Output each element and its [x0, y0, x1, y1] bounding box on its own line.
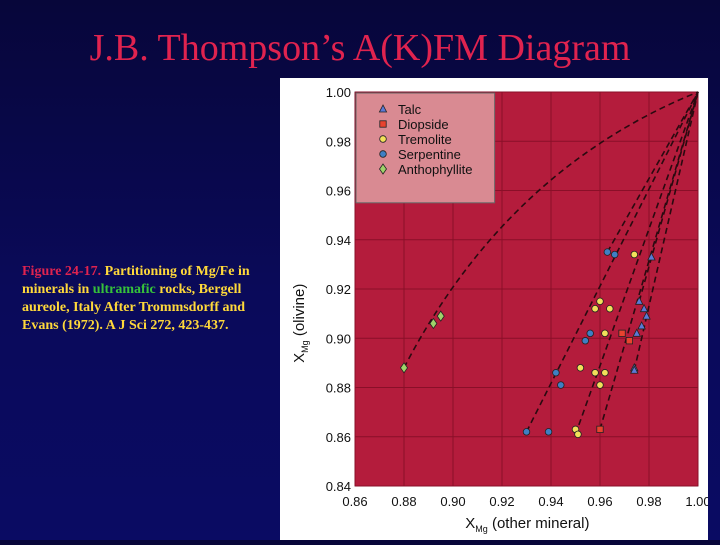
talc-point	[632, 328, 642, 337]
legend-label-serpentine: Serpentine	[398, 147, 461, 162]
x-tick-label: 0.92	[489, 494, 514, 509]
tremolite-point	[591, 369, 599, 377]
x-tick-label: 0.88	[391, 494, 416, 509]
data-points	[400, 248, 656, 438]
legend: TalcDiopsideTremoliteSerpentineAnthophyl…	[355, 92, 496, 204]
figure-caption: Figure 24-17. Partitioning of Mg/Fe in m…	[22, 263, 272, 335]
x-axis-label-sub: Mg	[475, 524, 488, 534]
y-tick-label: 1.00	[326, 85, 351, 100]
anthophyllite-point	[436, 310, 445, 322]
x-tick-label: 0.98	[636, 494, 661, 509]
x-tick-label: 0.96	[587, 494, 612, 509]
tie-line	[574, 91, 699, 435]
x-tick-label: 0.86	[342, 494, 367, 509]
caption-figure-number: Figure 24-17.	[22, 264, 102, 279]
tremolite-point	[574, 430, 582, 438]
chart-panel: 0.86 0.88 0.90 0.92 0.94 0.96 0.98 1.00 0.84 0.86…	[280, 78, 711, 540]
caption-text-part2: rocks, Bergell aureole, Italy After Trom…	[22, 282, 246, 333]
talc-point	[634, 296, 644, 305]
legend-box	[355, 92, 496, 204]
serpentine-point	[557, 381, 565, 389]
serpentine-point	[586, 329, 594, 338]
serpentine-point	[522, 428, 531, 436]
y-axis-label: XMg (olivine)	[291, 284, 310, 363]
talc-point	[647, 252, 656, 261]
legend-marker-talc	[378, 104, 388, 113]
legend-label-tremolite: Tremolite	[398, 132, 452, 147]
x-tick-label: 0.94	[538, 494, 563, 509]
tie-line	[633, 91, 699, 371]
serpentine-point	[581, 337, 589, 345]
x-tick-label: 1.00	[685, 494, 708, 509]
anthophyllite-point	[429, 317, 438, 330]
y-tick-label: 0.96	[326, 184, 351, 199]
x-axis-label: XMg (other mineral)	[465, 515, 589, 534]
tremolite-point	[601, 369, 609, 377]
y-tick-label: 0.98	[326, 134, 351, 149]
tremolite-point	[596, 297, 604, 306]
y-tick-label: 0.94	[326, 233, 351, 248]
talc-point	[639, 303, 649, 313]
talc-point	[642, 311, 651, 320]
scatter-chart: 0.86 0.88 0.90 0.92 0.94 0.96 0.98 1.000.840.86…	[291, 85, 711, 534]
x-tick-label: 0.90	[440, 494, 465, 509]
y-tick-label: 0.92	[326, 282, 351, 297]
y-tick-label: 0.84	[326, 479, 351, 494]
talc-point	[630, 365, 639, 374]
tie-line	[606, 91, 699, 253]
diopside-point	[625, 337, 634, 345]
tremolite-point	[630, 250, 638, 259]
slide-title: J.B. Thompson’s A(K)FM Diagram	[89, 27, 631, 69]
diopside-point	[596, 425, 604, 433]
y-tick-label: 0.90	[326, 331, 351, 346]
serpentine-point	[544, 428, 553, 436]
tremolite-point	[591, 304, 599, 313]
y-axis-label-sub: Mg	[300, 340, 310, 353]
x-axis-label-rest: (other mineral)	[488, 515, 590, 532]
y-axis-label-main: X	[291, 353, 308, 363]
tie-line	[403, 91, 699, 369]
legend-marker-serpentine	[379, 150, 387, 158]
x-axis-label-main: X	[465, 515, 475, 532]
tie-line	[599, 91, 699, 430]
y-axis-label-rest: (olivine)	[291, 284, 308, 341]
caption-highlight: ultramafic	[92, 282, 156, 297]
serpentine-point	[552, 369, 560, 377]
anthophyllite-point	[400, 362, 408, 374]
talc-point	[637, 321, 646, 330]
tremolite-point	[606, 304, 614, 313]
serpentine-point	[603, 248, 612, 256]
caption-text-part1: Partitioning of Mg/Fe in minerals in	[22, 264, 250, 297]
tie-line	[638, 91, 699, 302]
axis-labels: XMg (other mineral) XMg (olivine)	[291, 284, 589, 534]
legend-label-anthophyllite: Anthophyllite	[398, 162, 472, 177]
tremolite-point	[601, 329, 609, 338]
diopside-point	[618, 329, 626, 337]
tremolite-point	[576, 364, 585, 372]
legend-label-diopside: Diopside	[398, 117, 449, 132]
legend-marker-anthophyllite	[379, 163, 387, 175]
legend-label-talc: Talc	[398, 102, 422, 117]
tremolite-point	[596, 381, 604, 389]
tick-labels: 0.86 0.88 0.90 0.92 0.94 0.96 0.98 1.000.840.86…	[326, 85, 711, 509]
legend-marker-diopside	[379, 120, 387, 128]
y-tick-label: 0.86	[326, 430, 351, 445]
legend-marker-tremolite	[379, 135, 387, 143]
serpentine-point	[611, 250, 619, 259]
y-tick-label: 0.88	[326, 381, 351, 396]
